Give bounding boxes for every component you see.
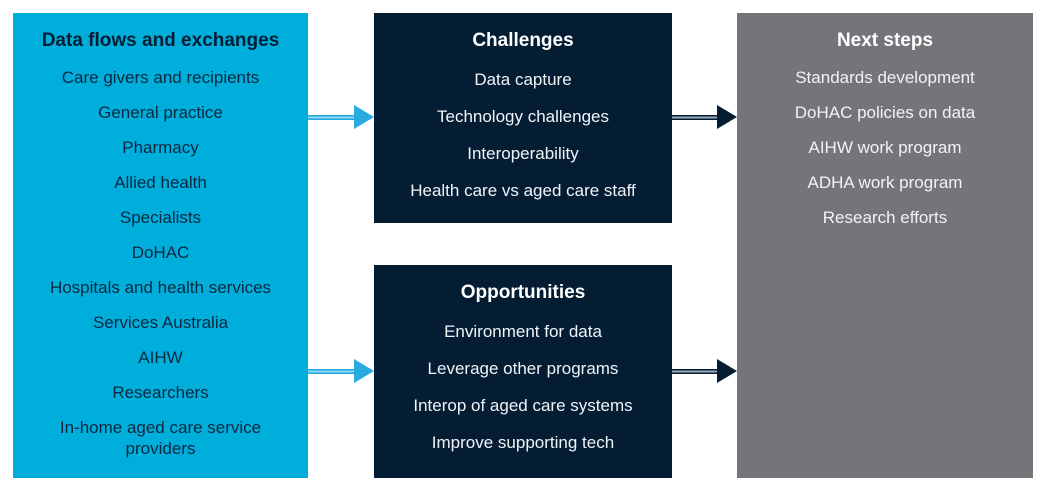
box-challenges: Challenges Data capture Technology chall… bbox=[374, 13, 672, 223]
list-item: Technology challenges bbox=[436, 107, 609, 126]
list-item: Services Australia bbox=[92, 313, 229, 332]
box-title-opportunities: Opportunities bbox=[460, 282, 586, 303]
list-item: DoHAC bbox=[131, 243, 190, 262]
list-item: Health care vs aged care staff bbox=[410, 181, 636, 200]
list-item: Specialists bbox=[119, 208, 202, 227]
list-item: Research efforts bbox=[822, 208, 948, 227]
box-title-next-steps: Next steps bbox=[836, 30, 934, 51]
list-item: Environment for data bbox=[444, 322, 602, 341]
arrow-dataflows-to-challenges-icon bbox=[308, 105, 374, 129]
arrow-head-icon bbox=[717, 105, 737, 129]
arrow-challenges-to-nextsteps-icon bbox=[672, 105, 737, 129]
arrow-opportunities-to-nextsteps-icon bbox=[672, 359, 737, 383]
list-item: Pharmacy bbox=[122, 138, 199, 157]
list-item: General practice bbox=[98, 103, 223, 122]
list-item: Care givers and recipients bbox=[61, 68, 260, 87]
arrow-shaft bbox=[308, 115, 356, 120]
list-item: Allied health bbox=[114, 173, 207, 192]
arrow-head-icon bbox=[717, 359, 737, 383]
box-next-steps: Next steps Standards development DoHAC p… bbox=[737, 13, 1033, 478]
list-item: ADHA work program bbox=[807, 173, 963, 192]
list-item: Leverage other programs bbox=[427, 359, 619, 378]
list-item: Interoperability bbox=[467, 144, 579, 163]
arrow-shaft bbox=[672, 369, 719, 374]
list-item: Researchers bbox=[112, 383, 209, 402]
box-title-challenges: Challenges bbox=[472, 30, 574, 51]
list-item: DoHAC policies on data bbox=[794, 103, 976, 122]
list-item: Standards development bbox=[795, 68, 975, 87]
list-item: In-home aged care service providers bbox=[59, 418, 262, 458]
list-item: AIHW bbox=[138, 348, 183, 367]
box-data-flows-and-exchanges: Data flows and exchanges Care givers and… bbox=[13, 13, 308, 478]
list-item: AIHW work program bbox=[808, 138, 962, 157]
box-title-data-flows: Data flows and exchanges bbox=[41, 30, 280, 51]
arrow-head-icon bbox=[354, 359, 374, 383]
list-item: Improve supporting tech bbox=[431, 433, 615, 452]
box-opportunities: Opportunities Environment for data Lever… bbox=[374, 265, 672, 478]
arrow-shaft bbox=[308, 369, 356, 374]
arrow-head-icon bbox=[354, 105, 374, 129]
arrow-dataflows-to-opportunities-icon bbox=[308, 359, 374, 383]
list-item: Interop of aged care systems bbox=[413, 396, 633, 415]
list-item: Hospitals and health services bbox=[49, 278, 272, 297]
list-item: Data capture bbox=[474, 70, 572, 89]
arrow-shaft bbox=[672, 115, 719, 120]
